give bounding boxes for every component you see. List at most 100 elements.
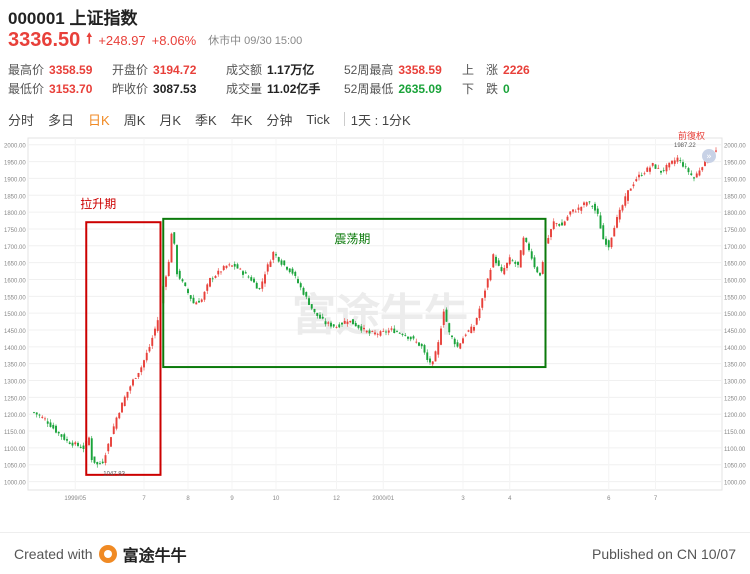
candle-body xyxy=(104,455,107,463)
candle-body xyxy=(607,240,610,248)
candle-body xyxy=(99,462,101,464)
candle-body xyxy=(368,330,371,334)
tab-intraday[interactable]: 分时 xyxy=(8,112,35,128)
candle-body xyxy=(68,442,71,444)
candle-body xyxy=(275,254,277,256)
tab-weekly-k[interactable]: 周K xyxy=(123,112,146,128)
candle-body xyxy=(407,336,409,339)
candle-body xyxy=(269,261,272,267)
candle-body xyxy=(244,272,247,274)
candle-body xyxy=(605,238,607,245)
candle-body xyxy=(467,330,470,332)
tab-monthly-k[interactable]: 月K xyxy=(159,112,182,128)
stat-high: 最高价 3358.59 xyxy=(8,62,93,78)
candle-body xyxy=(327,322,330,324)
candle-body xyxy=(332,324,335,327)
candle-body xyxy=(541,262,544,274)
x-axis: 1999/05 7 8 9 10 12 2000/01 3 4 6 7 xyxy=(64,496,657,502)
candle-body xyxy=(299,283,302,288)
candle-body xyxy=(173,232,176,244)
candle-body xyxy=(297,278,299,284)
candle-body xyxy=(74,442,77,445)
stats-panel: 最高价 3358.59 开盘价 3194.72 成交额 1.17万亿 52周最高 335… xyxy=(8,60,743,98)
y-tick-label-left: 1850.00 xyxy=(4,194,26,200)
y-tick-label-left: 1500.00 xyxy=(4,312,26,318)
candle-body xyxy=(464,334,467,336)
stat-advancers: 上 涨 2226 xyxy=(462,62,530,78)
candle-body xyxy=(148,347,151,352)
tab-quarterly-k[interactable]: 季K xyxy=(195,112,217,128)
candle-body xyxy=(481,298,484,308)
y-tick-label-left: 1700.00 xyxy=(4,245,26,251)
candle-body xyxy=(264,274,266,284)
candle-body xyxy=(679,160,682,161)
futu-logo-icon xyxy=(98,544,117,563)
stat-52w-high: 52周最高 3358.59 xyxy=(344,62,442,78)
candle-body xyxy=(530,251,533,259)
candle-body xyxy=(486,278,489,288)
candle-body xyxy=(687,168,690,173)
candle-body xyxy=(357,325,360,328)
kline-chart[interactable]: 富途牛牛 1000.00 1000.00 1050.00 1050.00 1100.00… xyxy=(0,130,750,530)
candle-body xyxy=(49,422,52,427)
period-select[interactable]: 1天 : 1分K xyxy=(350,112,411,128)
tab-minute[interactable]: 分钟 xyxy=(266,112,293,128)
tab-tick[interactable]: Tick xyxy=(306,111,330,127)
candle-body xyxy=(596,208,599,214)
y-tick-label-right: 1550.00 xyxy=(724,295,746,301)
candle-body xyxy=(308,298,310,305)
y-tick-label-left: 1250.00 xyxy=(4,396,26,402)
tab-daily-k[interactable]: 日K xyxy=(88,112,110,128)
y-tick-label-right: 1600.00 xyxy=(724,278,746,284)
period-tabs: 分时 多日 日K 周K 月K 季K 年K 分钟 Tick 1天 : 1分K xyxy=(8,108,743,130)
candle-body xyxy=(44,418,46,420)
candle-body xyxy=(682,162,684,167)
x-tick-label: 6 xyxy=(607,496,611,502)
candle-body xyxy=(250,277,253,281)
y-tick-label-left: 2000.00 xyxy=(4,144,26,150)
candle-body xyxy=(401,334,404,336)
candle-body xyxy=(187,289,189,294)
candle-body xyxy=(118,412,121,419)
candle-body xyxy=(305,292,308,297)
candle-body xyxy=(156,320,159,331)
y-tick-label-right: 1350.00 xyxy=(724,363,746,369)
candle-body xyxy=(426,352,429,360)
candle-body xyxy=(456,342,459,347)
candle-body xyxy=(613,227,616,237)
candle-body xyxy=(236,264,239,269)
candle-body xyxy=(253,278,255,283)
candle-body xyxy=(203,291,206,300)
y-tick-label-right: 1000.00 xyxy=(724,481,746,487)
chart-nav-button[interactable]: » xyxy=(702,149,716,163)
candle-body xyxy=(602,225,605,240)
candle-body xyxy=(310,304,313,309)
candle-body xyxy=(660,170,662,173)
candle-body xyxy=(539,272,541,276)
stats-row-1: 最高价 3358.59 开盘价 3194.72 成交额 1.17万亿 52周最高 335… xyxy=(8,60,743,79)
candle-body xyxy=(343,320,346,324)
candle-body xyxy=(288,268,291,273)
candle-body xyxy=(363,327,365,330)
stats-row-2: 最低价 3153.70 昨收价 3087.53 成交量 11.02亿手 52周最低 26… xyxy=(8,79,743,98)
high-label: 1987.22 xyxy=(674,143,696,149)
candle-body xyxy=(437,342,440,355)
candle-body xyxy=(330,322,332,327)
candle-body xyxy=(673,160,676,164)
price-change: +248.97 xyxy=(98,32,146,48)
candle-body xyxy=(217,270,220,275)
tab-multiday[interactable]: 多日 xyxy=(48,112,75,128)
candle-body xyxy=(115,417,118,429)
chart-nav-icon[interactable] xyxy=(702,149,716,163)
candle-body xyxy=(511,260,514,262)
candle-body xyxy=(473,327,475,331)
candle-body xyxy=(492,254,495,268)
tab-yearly-k[interactable]: 年K xyxy=(230,112,253,128)
reset-control[interactable]: 前復权 xyxy=(678,130,705,141)
y-tick-label-right: 1250.00 xyxy=(724,396,746,402)
candle-body xyxy=(558,224,561,226)
candle-body xyxy=(346,321,349,324)
candle-body xyxy=(536,267,539,273)
